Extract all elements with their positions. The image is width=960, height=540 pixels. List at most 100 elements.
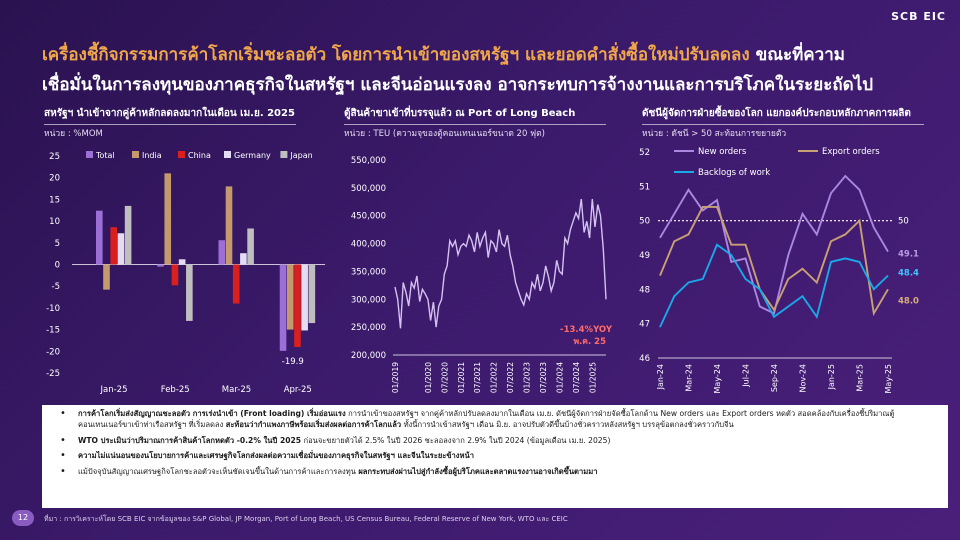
pmi-series-line [659,205,889,317]
legend-swatch [224,151,231,158]
panel1-title: สหรัฐฯ นำเข้าจากคู่ค้าหลักลดลงมากในเดือน… [44,106,296,125]
import-bar-chart: 25 20 15 10 5 0 -5 -10 -15 -20 -25 Jan-25 Feb-25 Mar-… [46,151,325,395]
legend-swatch [86,151,93,158]
note-item: แม้ปัจจุบันสัญญาณเศรษฐกิจโลกชะลอตัวจะเห็… [56,466,934,477]
y-tick-label: 15 [49,195,60,205]
bar [178,259,186,265]
panel2-unit: หน่วย : TEU (ความจุของตู้คอนเทนเนอร์ขนาด… [344,129,545,139]
y-tick-label: 25 [49,152,60,162]
end-value-label: 48.4 [898,269,919,279]
y-tick-label: 400,000 [351,240,386,250]
x-tick-label: Sep-24 [770,364,779,392]
page-number: 12 [12,510,34,526]
bar [240,253,247,265]
legend-label: Backlogs of work [698,168,770,178]
x-tick-label: Apr-25 [284,385,312,395]
x-tick-label: Jan-24 [656,364,665,390]
headline-white-2: เชื่อมั่นในการลงทุนของภาคธุรกิจในสหรัฐฯ … [42,75,874,95]
pmi-series-line [659,243,889,328]
bar [103,264,110,290]
y-tick-label: 350,000 [351,267,386,277]
x-tick-label: 07/2022 [506,362,515,393]
x-tick-label: 01/2024 [555,362,564,393]
y-tick-label: 10 [49,217,60,227]
legend-swatch [178,151,185,158]
y-tick-label: 46 [639,354,650,364]
legend-label: Japan [289,151,312,160]
port-line-chart: 550,000 500,000 450,000 400,000 350,000 300,0… [351,156,613,393]
pmi-line-chart: 52 51 50 49 48 47 46 50 49.1 48.0 48.4 Jan-24 Mar-24… [639,147,919,393]
bar [218,240,226,265]
source-note: ที่มา : การวิเคราะห์โดย SCB EIC จากข้อมู… [44,515,568,523]
date-annotation: พ.ค. 25 [573,337,606,347]
legend-label: Export orders [822,147,880,157]
x-tick-label: Mar-25 [222,385,251,395]
x-tick-label: May-24 [713,364,722,393]
x-tick-label: 01/2020 [424,362,433,393]
x-tick-label: Jan-25 [827,364,836,390]
notes-box: การค้าโลกเริ่มส่งสัญญาณชะลอตัว การเร่งนำ… [42,405,948,508]
y-tick-label: 50 [639,217,650,227]
x-tick-label: 01/2023 [523,362,532,393]
y-tick-label: -10 [46,304,60,314]
x-tick-label: Jul-24 [742,364,751,388]
legend-swatch [132,151,139,158]
legend-label: India [142,151,162,160]
y-tick-label: 20 [49,174,60,184]
y-tick-label: 47 [639,320,650,330]
note-item: ความไม่แน่นอนของนโยบายการค้าและเศรษฐกิจโ… [56,450,934,461]
bar [232,264,240,304]
x-tick-label: 01/2021 [457,362,466,393]
panel1-unit: หน่วย : %MOM [44,129,103,139]
legend-label: China [188,151,211,160]
pmi-series-line [659,174,889,315]
port-series-line [394,198,607,329]
bar [157,264,164,267]
legend-label: New orders [698,147,747,157]
end-value-label: 49.1 [898,250,919,260]
y-tick-label: -5 [52,282,60,292]
y-tick-label: 51 [639,182,650,192]
x-tick-label: 01/2022 [490,362,499,393]
y-tick-label: 500,000 [351,184,386,194]
bar [186,264,193,321]
bar [117,233,125,265]
bar [96,210,103,265]
x-tick-label: 01/2019 [391,362,400,393]
y-tick-label: 550,000 [351,156,386,166]
x-tick-label: Mar-24 [685,364,694,392]
x-tick-label: May-25 [884,364,893,393]
x-tick-label: 07/2021 [473,362,482,393]
note-item: WTO ประเมินว่าปริมาณการค้าสินค้าโลกหดตัว… [56,435,934,446]
bar [294,264,301,347]
x-tick-label: 07/2024 [572,362,581,393]
headline-white-1: ขณะที่ความ [749,45,845,65]
yoy-annotation: -13.4%YOY [560,325,613,335]
bar [225,186,233,265]
end-value-label: 48.0 [898,296,919,306]
y-tick-label: 5 [55,239,60,249]
y-tick-label: 48 [639,285,650,295]
y-tick-label: -15 [46,326,60,336]
brand-logo: SCB EIC [891,10,946,23]
y-tick-label: 49 [639,251,650,261]
x-tick-label: Jan-25 [100,385,128,395]
y-tick-label: 52 [639,148,650,158]
x-tick-label: 07/2023 [539,362,548,393]
note-item: การค้าโลกเริ่มส่งสัญญาณชะลอตัว การเร่งนำ… [56,408,934,430]
bar [110,227,117,265]
bar [279,264,287,351]
x-tick-label: Feb-25 [161,385,190,395]
page-headline: เครื่องชี้กิจกรรมการค้าโลกเริ่มชะลอตัว โ… [42,40,942,100]
y-tick-label: -25 [46,369,60,379]
threshold-label: 50 [898,217,909,227]
bar [164,173,172,265]
x-tick-label: Mar-25 [856,364,865,392]
bar [171,264,179,286]
bar [301,264,308,331]
x-tick-label: 07/2020 [440,362,449,393]
x-tick-label: Nov-24 [799,364,808,392]
y-tick-label: 200,000 [351,351,386,361]
bar [124,205,132,265]
x-tick-label: 01/2025 [588,362,597,393]
